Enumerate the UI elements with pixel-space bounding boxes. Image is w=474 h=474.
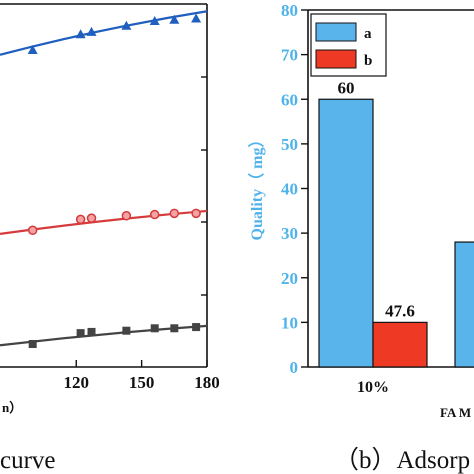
left-minor-ticks: [201, 76, 207, 296]
point-s2-0: [28, 340, 37, 349]
legend-swatch-b: [315, 49, 357, 69]
left-x-tick-label-1: 150: [129, 373, 155, 392]
fit-line-2: [0, 324, 208, 347]
right-y-tick-label-5: 50: [281, 135, 298, 154]
left-fit-lines: [0, 10, 208, 347]
left-panel: 120 150 180 n） curve: [0, 3, 220, 474]
bar-b-0: [372, 321, 428, 368]
category-label-0: 10%: [357, 379, 389, 396]
legend-label-a: a: [364, 26, 372, 42]
right-y-tick-label-0: 0: [290, 358, 299, 377]
bar-label-b-0: 47.6: [385, 301, 415, 320]
legend-label-b: b: [364, 53, 372, 69]
point-s1-2: [86, 213, 97, 223]
right-caption: （b）Adsorp: [334, 446, 470, 474]
bar-a-0: [318, 98, 374, 368]
point-s0-6: [191, 13, 202, 23]
point-s0-0: [27, 44, 38, 54]
left-x-tick-labels: 120 150 180: [64, 360, 220, 392]
point-s2-4: [150, 324, 159, 333]
right-y-ticks: 0 10 20 30 40 50 60 70 80: [281, 1, 308, 377]
point-s1-5: [169, 208, 180, 219]
bar-label-a-0: 60: [338, 78, 355, 97]
right-y-tick-label-4: 40: [281, 180, 298, 199]
point-s2-2: [87, 327, 96, 336]
right-bars: 60247.6: [318, 78, 474, 368]
point-s2-1: [76, 329, 85, 338]
legend: a b: [310, 13, 387, 77]
bar-a-1: [454, 241, 474, 368]
right-y-tick-label-6: 60: [281, 90, 298, 109]
point-s0-5: [169, 14, 180, 24]
left-x-axis-label: n）: [2, 400, 22, 415]
right-y-tick-label-8: 80: [281, 1, 298, 20]
right-y-tick-label-3: 30: [281, 224, 298, 243]
point-s0-1: [75, 29, 86, 39]
point-s1-1: [75, 214, 86, 225]
point-s2-3: [122, 326, 131, 335]
right-y-tick-label-7: 70: [281, 46, 298, 65]
left-x-tick-label-0: 120: [64, 373, 90, 392]
right-category-labels: 10%: [357, 379, 389, 396]
point-s0-4: [149, 15, 160, 25]
left-data-points: [27, 13, 202, 349]
fit-line-0: [0, 10, 208, 56]
left-x-tick-label-2: 180: [194, 373, 220, 392]
point-s0-2: [86, 26, 97, 36]
right-y-tick-label-1: 10: [281, 313, 298, 332]
point-s2-5: [170, 324, 179, 333]
point-s1-3: [121, 211, 132, 221]
point-s1-6: [191, 208, 201, 219]
point-s2-6: [192, 323, 201, 332]
point-s1-0: [27, 225, 38, 236]
right-y-axis-label: Quality（ mg）: [248, 132, 266, 241]
right-x-axis-label: FA M: [440, 405, 471, 420]
right-y-tick-label-2: 20: [281, 269, 298, 288]
fit-line-1: [0, 209, 208, 235]
right-panel: 0 10 20 30 40 50 60 70 80 Quality（ mg） 60247.6 1…: [248, 1, 474, 474]
left-caption: curve: [0, 447, 56, 474]
legend-swatch-a: [315, 22, 357, 42]
point-s0-3: [121, 20, 132, 30]
point-s1-4: [149, 209, 160, 220]
